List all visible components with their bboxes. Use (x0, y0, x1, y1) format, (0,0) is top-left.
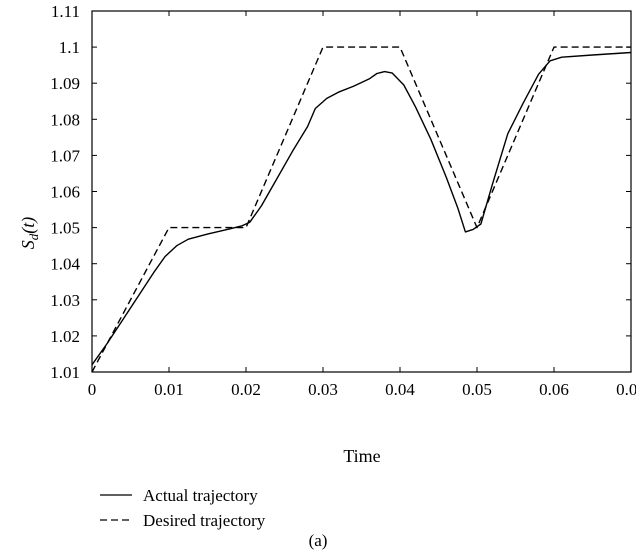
legend-label-actual: Actual trajectory (143, 486, 258, 505)
x-tick-label: 0.06 (539, 380, 569, 399)
x-tick-label: 0.03 (308, 380, 338, 399)
y-tick-label: 1.09 (50, 74, 80, 93)
y-tick-label: 1.04 (50, 255, 80, 274)
series-group (91, 46, 632, 373)
y-tick-label: 1.1 (59, 38, 80, 57)
y-tick-label: 1.11 (51, 2, 80, 21)
x-tick-label: 0.01 (154, 380, 184, 399)
y-axis-label: Sd(t) (18, 217, 41, 250)
y-axis-label-suffix: (t) (18, 217, 39, 234)
y-tick-label: 1.08 (50, 110, 80, 129)
x-tick-label: 0 (88, 380, 97, 399)
legend-label-desired: Desired trajectory (143, 511, 266, 530)
x-tick-label: 0.05 (462, 380, 492, 399)
y-tick-label: 1.05 (50, 219, 80, 238)
figure-caption: (a) (309, 531, 328, 550)
series-line-actual (91, 51, 632, 366)
x-axis-label: Time (343, 446, 380, 466)
y-tick-label: 1.03 (50, 291, 80, 310)
axis-ticks: 0 0.01 0.02 0.03 0.04 0.05 0.06 0.07 1.01 1.02 1.0… (50, 2, 636, 399)
x-tick-label: 0.07 (616, 380, 636, 399)
y-tick-label: 1.07 (50, 146, 80, 165)
x-tick-label: 0.04 (385, 380, 415, 399)
plot-area (91, 10, 632, 373)
series-line-desired (91, 46, 631, 373)
y-tick-label: 1.02 (50, 327, 80, 346)
y-tick-label: 1.06 (50, 183, 80, 202)
y-axis-label-main: S (18, 240, 38, 249)
plot-frame (91, 10, 632, 373)
y-tick-label: 1.01 (50, 363, 80, 382)
y-axis-label-subscript: d (26, 233, 41, 240)
x-tick-label: 0.02 (231, 380, 261, 399)
legend: Actual trajectory Desired trajectory (100, 486, 266, 530)
